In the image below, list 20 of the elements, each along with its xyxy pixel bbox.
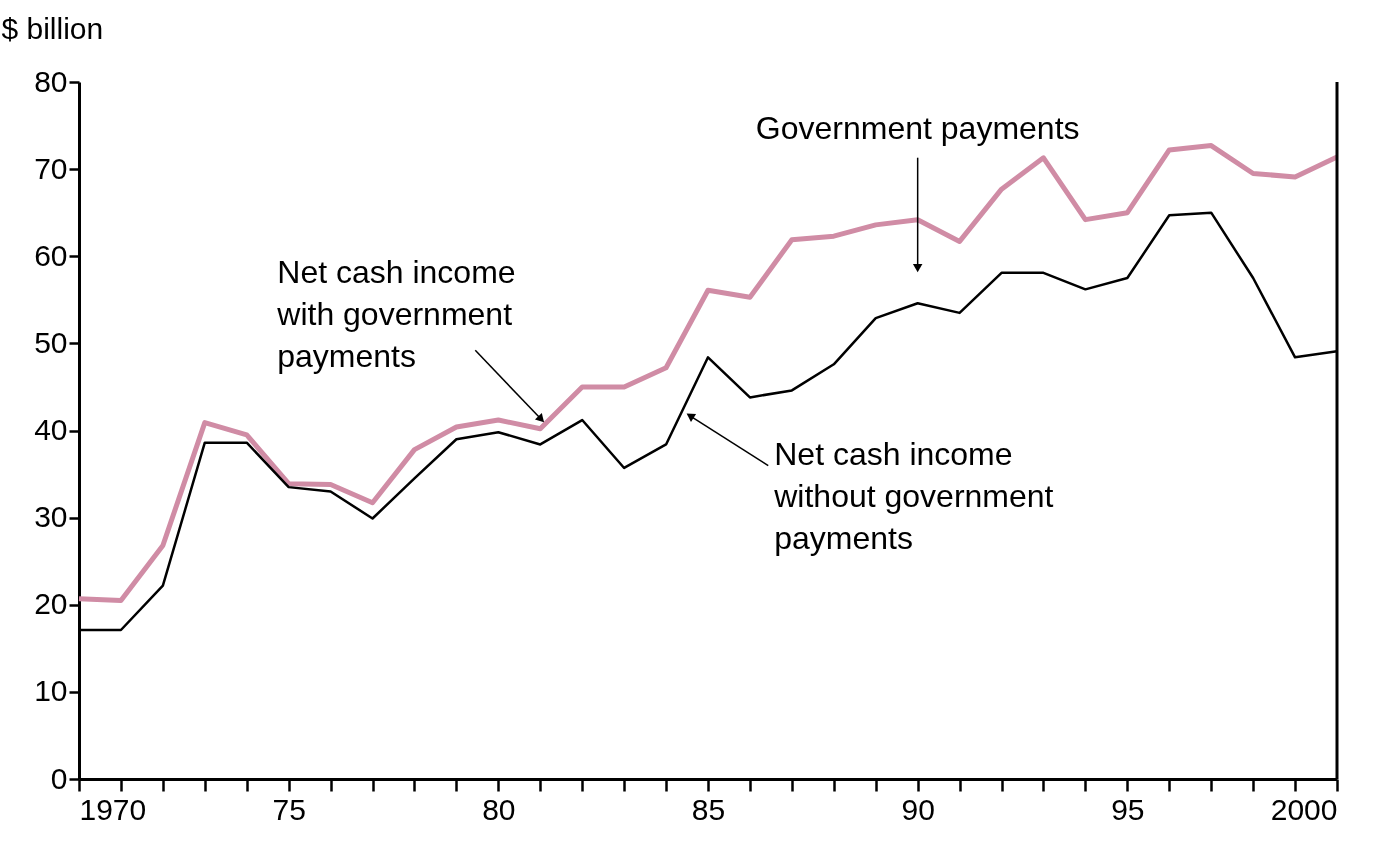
- x-tick-label: 95: [1111, 792, 1145, 826]
- y-tick-label: 60: [34, 238, 68, 272]
- x-tick-label: 2000: [1270, 792, 1338, 826]
- annotation: Net cash income with government payments: [276, 254, 516, 375]
- y-tick-label: 70: [34, 151, 68, 185]
- y-tick-label: 40: [34, 413, 68, 446]
- y-tick-label: 50: [34, 325, 68, 359]
- y-tick-label: 0: [50, 761, 68, 795]
- x-tick-label: 90: [901, 792, 935, 826]
- annotation: Government payments: [755, 109, 1080, 146]
- x-tick-label: 75: [272, 792, 306, 826]
- y-axis-title: $ billion: [1, 11, 104, 45]
- annotation: Net cash income without government payments: [773, 435, 1054, 556]
- y-tick-label: 10: [34, 674, 68, 708]
- y-tick-label: 20: [34, 587, 68, 621]
- x-tick-label: 1970: [79, 792, 147, 826]
- x-tick-label: 80: [482, 792, 516, 826]
- y-tick-label: 30: [34, 500, 68, 534]
- y-tick-label: 80: [34, 64, 68, 98]
- x-tick-label: 85: [691, 792, 726, 826]
